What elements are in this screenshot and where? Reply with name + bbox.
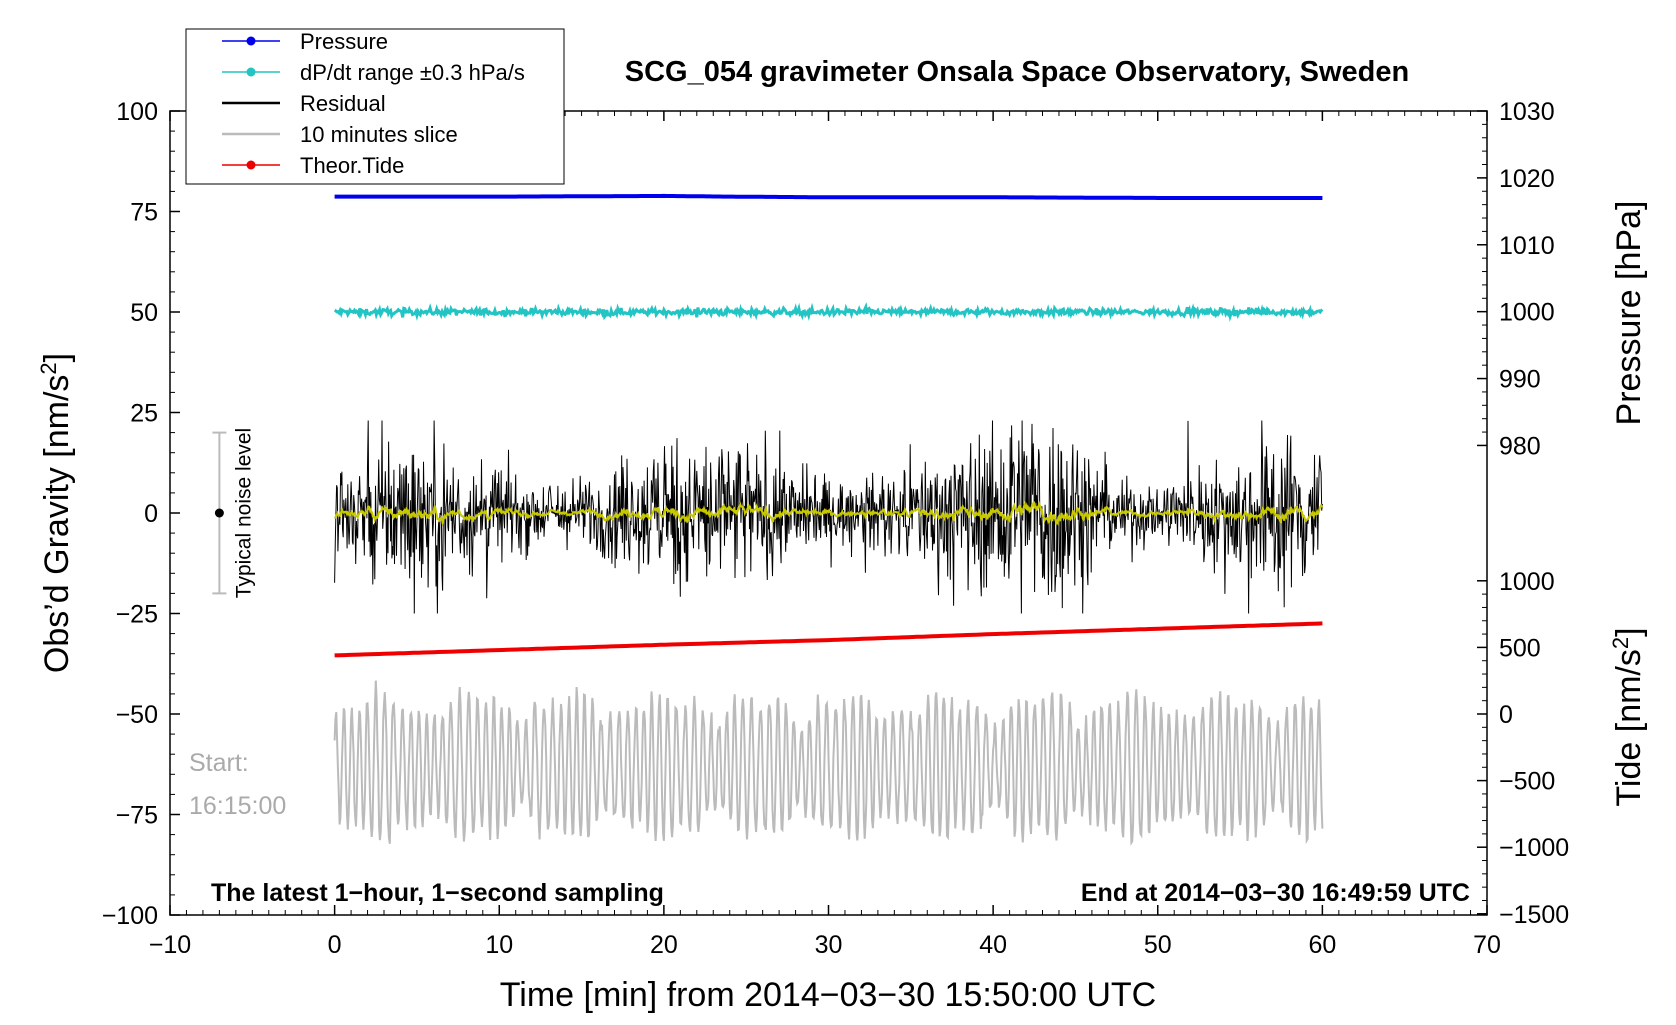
- tide-tick-label: −500: [1499, 768, 1555, 796]
- smoothed-residual-layer: [333, 500, 1323, 527]
- x-axis-title: Time [min] from 2014−03−30 15:50:00 UTC: [500, 976, 1156, 1014]
- pressure-line: [334, 193, 1323, 200]
- tide-line: [334, 621, 1323, 658]
- tide-tick-label: −1500: [1499, 901, 1569, 929]
- y-axis-gravity-title: Obs’d Gravity [nm/s2]: [36, 353, 76, 673]
- legend-label: Theor.Tide: [300, 153, 404, 178]
- y-axis-tide: 1000 500 0 −500 −1000 −1500: [1477, 568, 1569, 929]
- note-left: The latest 1−hour, 1−second sampling: [211, 879, 664, 907]
- start-time: 16:15:00: [189, 792, 286, 820]
- legend-swatch-marker: [246, 36, 256, 46]
- x-tick-label: 70: [1473, 931, 1501, 959]
- x-tick-label: 50: [1144, 931, 1172, 959]
- y-tick-label: 75: [130, 199, 158, 227]
- pressure-tick-label: 1010: [1499, 232, 1555, 260]
- legend-label: dP/dt range ±0.3 hPa/s: [300, 60, 525, 85]
- y-tick-label: 100: [116, 98, 158, 126]
- y-tick-label: 25: [130, 400, 158, 428]
- note-right: End at 2014−03−30 16:49:59 UTC: [1081, 879, 1470, 907]
- x-tick-label: −10: [149, 931, 191, 959]
- dpdt-line: [334, 302, 1324, 322]
- tide-tick-label: 1000: [1499, 568, 1555, 596]
- y-tick-label: 0: [144, 500, 158, 528]
- dpdt-series-layer: [334, 302, 1324, 322]
- x-tick-label: 20: [650, 931, 678, 959]
- pressure-tick-label: 1020: [1499, 165, 1555, 193]
- y-axis-tide-title: Tide [nm/s2]: [1608, 627, 1648, 806]
- x-tick-label: 0: [328, 931, 342, 959]
- y-axis-gravity: 100 75 50 25 0 −25 −50 −75 −100: [102, 98, 180, 930]
- legend-swatch-marker: [246, 67, 256, 77]
- noise-bar-label: Typical noise level: [232, 428, 255, 598]
- y-axis-pressure-title: Pressure [hPa]: [1610, 201, 1648, 426]
- start-label: Start:: [189, 749, 249, 777]
- pressure-tick-label: 980: [1499, 432, 1541, 460]
- pressure-tick-label: 1000: [1499, 299, 1555, 327]
- x-tick-label: 30: [815, 931, 843, 959]
- x-axis: −10 0 10 20 30 40 50 60 70: [149, 111, 1501, 959]
- legend-label: Residual: [300, 91, 386, 116]
- chart-title: SCG_054 gravimeter Onsala Space Observat…: [625, 56, 1409, 88]
- x-tick-label: 10: [485, 931, 513, 959]
- legend-label: 10 minutes slice: [300, 122, 458, 147]
- legend-box: [185, 28, 565, 185]
- legend-entry: Theor.Tide: [222, 153, 404, 178]
- x-tick-label: 60: [1308, 931, 1336, 959]
- legend-entry: Residual: [222, 91, 386, 116]
- y-axis-pressure: 1030 1020 1010 1000 990 980: [1477, 98, 1555, 460]
- legend-entry: 10 minutes slice: [222, 122, 458, 147]
- residual-series-layer: [334, 420, 1323, 614]
- legend-entry: dP/dt range ±0.3 hPa/s: [222, 60, 525, 85]
- legend-label: Pressure: [300, 29, 388, 54]
- y-tick-label: −100: [102, 902, 158, 930]
- noise-bar-center-dot: [214, 508, 224, 518]
- legend-swatch-marker: [246, 160, 256, 170]
- x-tick-label: 40: [979, 931, 1007, 959]
- pressure-series-layer: [334, 193, 1323, 200]
- slice-series-layer: [333, 680, 1324, 846]
- tide-series-layer: [334, 621, 1323, 658]
- pressure-tick-label: 1030: [1499, 98, 1555, 126]
- y-tick-label: 50: [130, 299, 158, 327]
- y-tick-label: −25: [116, 601, 158, 629]
- smoothed-residual-line: [333, 500, 1323, 527]
- legend-entry: Pressure: [222, 29, 388, 54]
- y-tick-label: −50: [116, 701, 158, 729]
- pressure-tick-label: 990: [1499, 366, 1541, 394]
- tide-tick-label: 0: [1499, 701, 1513, 729]
- legend: Pressure dP/dt range ±0.3 hPa/s Residual 10…: [185, 28, 565, 185]
- noise-level-bar: Typical noise level: [212, 428, 255, 598]
- tide-tick-label: 500: [1499, 634, 1541, 662]
- residual-line: [334, 420, 1323, 614]
- y-tick-label: −75: [116, 802, 158, 830]
- slice-line: [333, 680, 1324, 846]
- tide-tick-label: −1000: [1499, 834, 1569, 862]
